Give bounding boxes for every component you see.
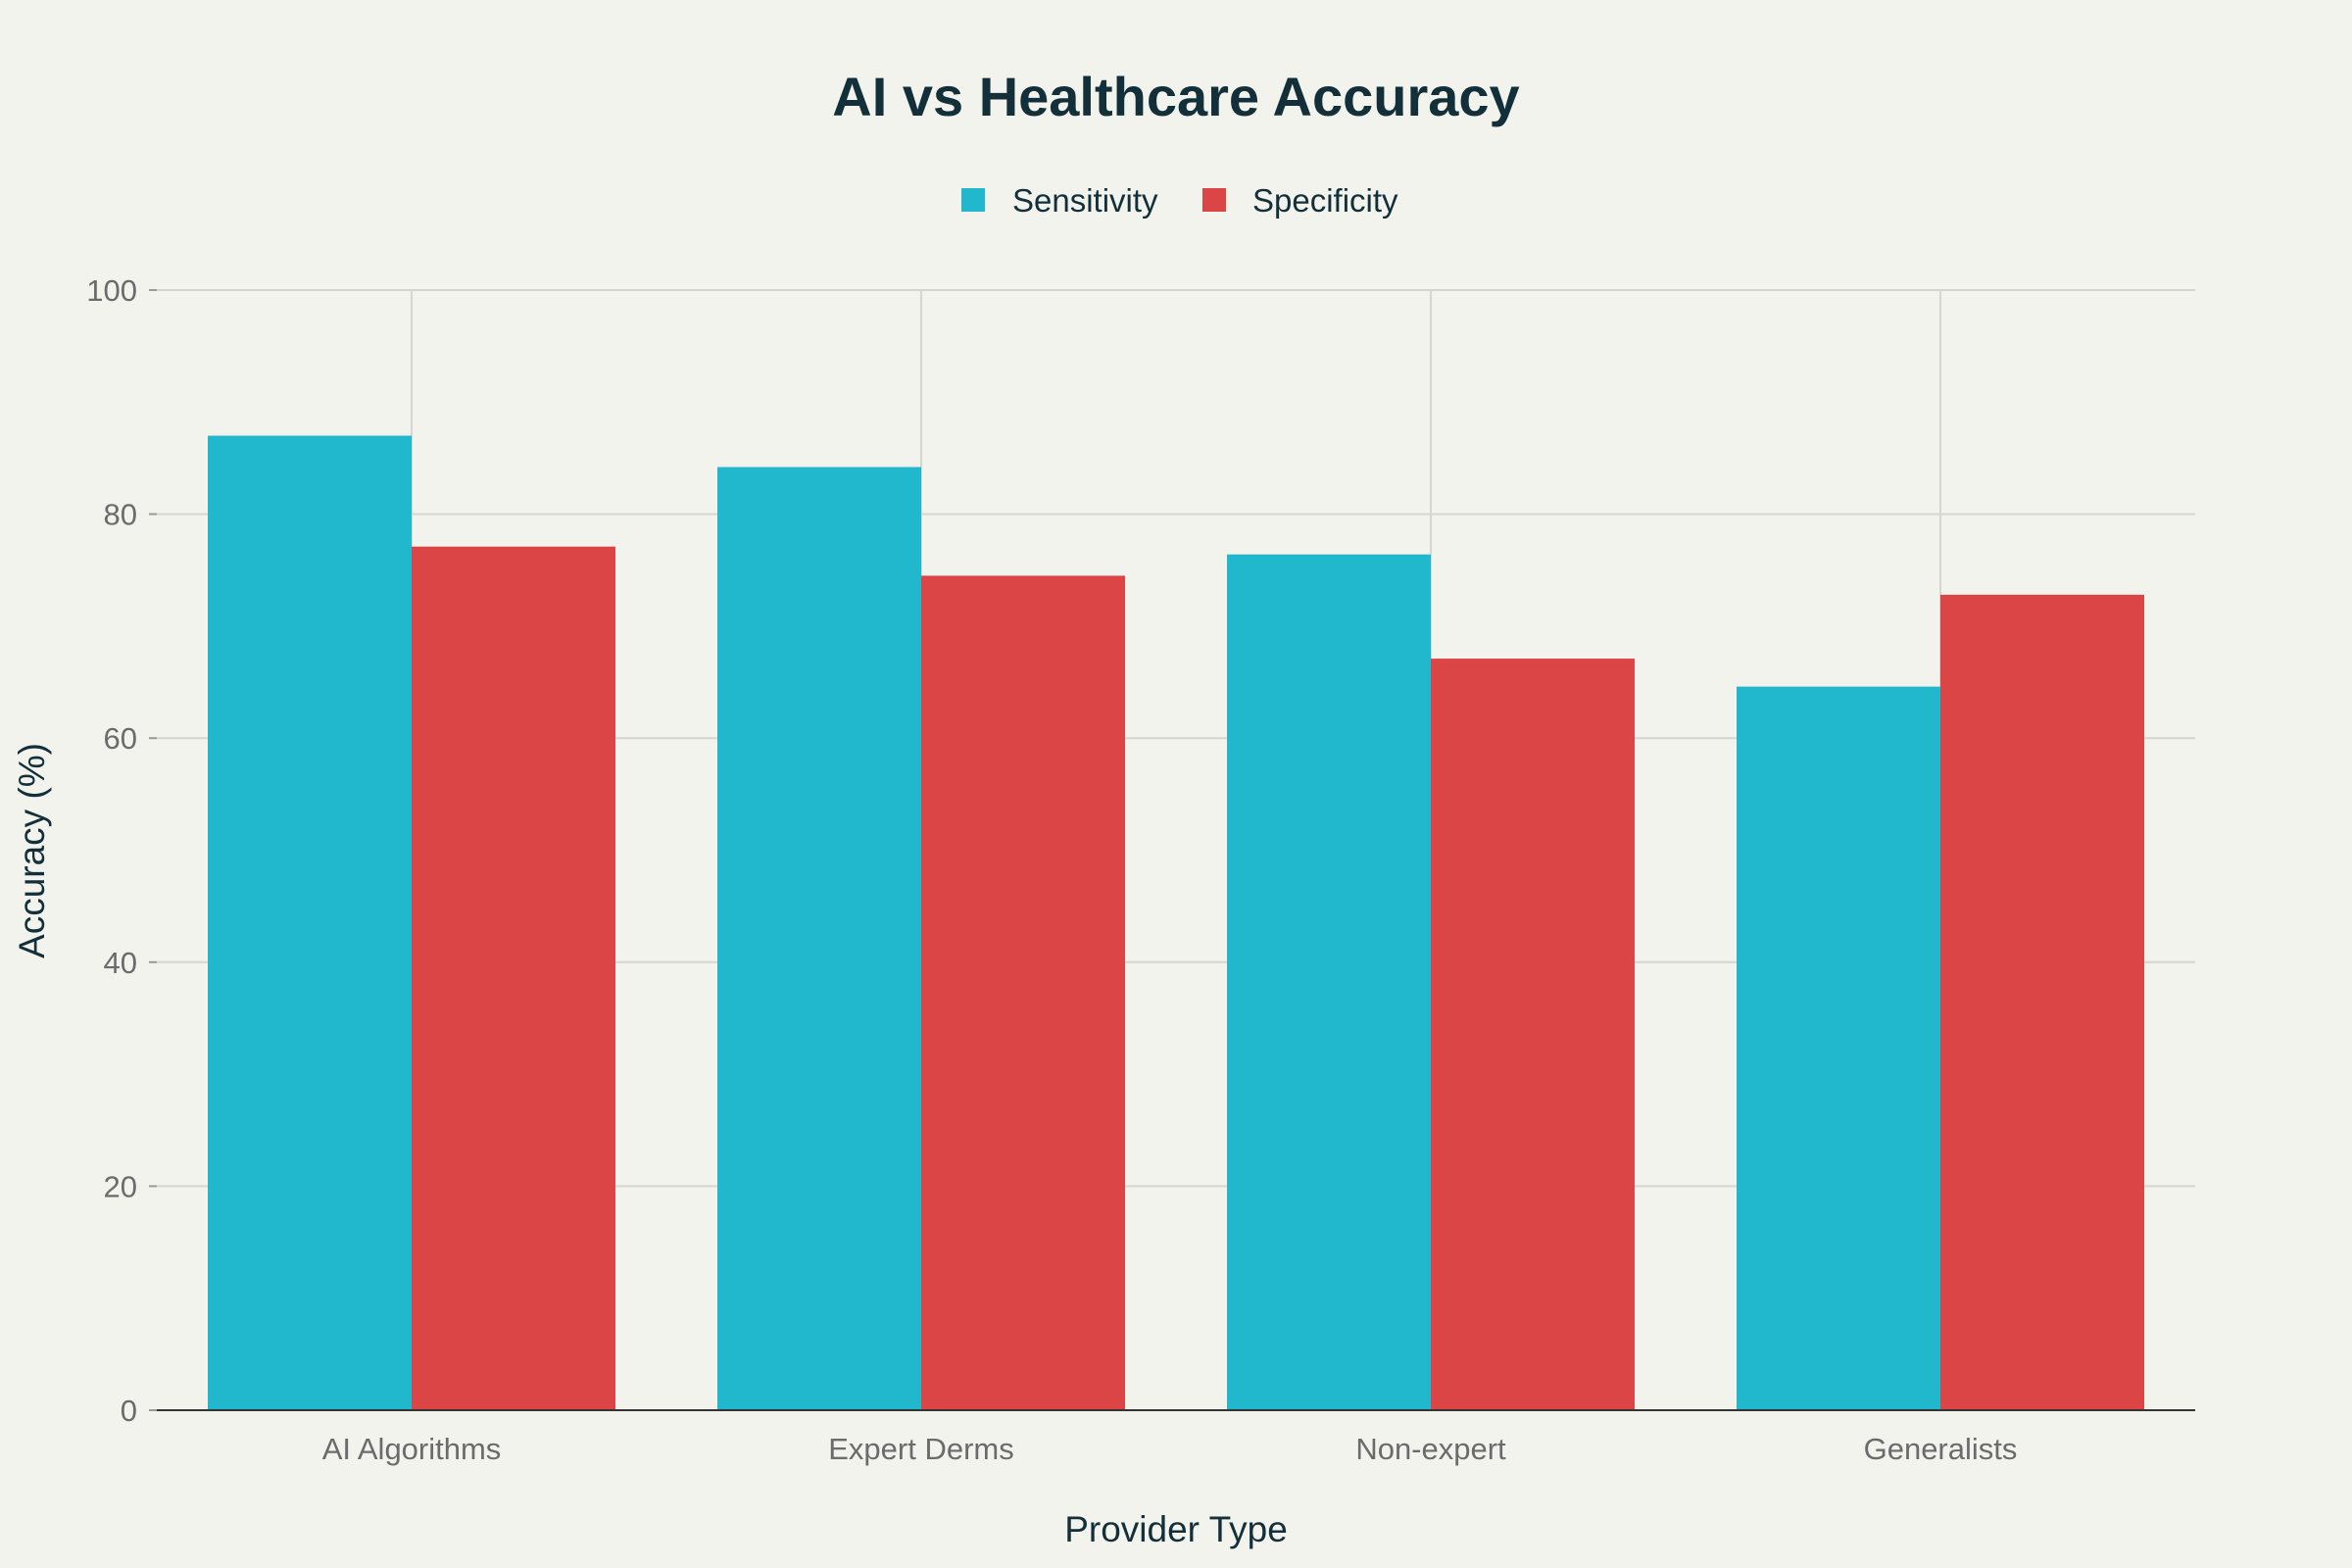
y-tick-label: 100: [86, 273, 137, 308]
axes: 0 20 40 60 80 100 AI Algorithms Expert Derms Non…: [86, 273, 2195, 1466]
bar-specificity-ai-algorithms: [412, 546, 615, 1410]
legend-swatch-specificity: [1202, 188, 1226, 212]
x-tick-label: Expert Derms: [828, 1432, 1013, 1466]
x-axis-title: Provider Type: [1064, 1509, 1288, 1549]
legend-swatch-sensitivity: [961, 188, 985, 212]
bar-sensitivity-non-expert: [1227, 554, 1431, 1410]
y-tick-label: 20: [104, 1169, 137, 1203]
bar-specificity-expert-derms: [921, 575, 1125, 1410]
bar-specificity-generalists: [1940, 594, 2144, 1410]
legend-label-specificity: Specificity: [1252, 182, 1398, 219]
x-tick-label: Generalists: [1864, 1432, 2018, 1466]
bars: [208, 435, 2144, 1411]
x-tick-label: AI Algorithms: [322, 1432, 502, 1466]
x-tick-label: Non-expert: [1355, 1432, 1506, 1466]
legend-label-sensitivity: Sensitivity: [1012, 182, 1158, 219]
bar-sensitivity-generalists: [1737, 686, 1940, 1410]
y-tick-label: 0: [121, 1394, 137, 1428]
legend: Sensitivity Specificity: [961, 182, 1398, 219]
bar-specificity-non-expert: [1431, 659, 1635, 1410]
bar-sensitivity-ai-algorithms: [208, 435, 412, 1411]
y-axis-title: Accuracy (%): [12, 743, 52, 958]
chart-title: AI vs Healthcare Accuracy: [832, 66, 1519, 127]
y-tick-label: 40: [104, 946, 137, 980]
bar-sensitivity-expert-derms: [717, 466, 921, 1410]
y-tick-label: 80: [104, 498, 137, 532]
y-tick-label: 60: [104, 721, 137, 756]
